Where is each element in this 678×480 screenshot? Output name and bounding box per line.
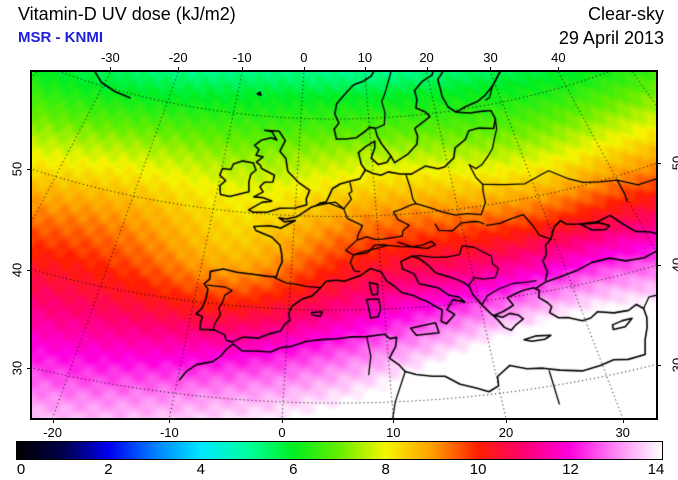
- colorbar-tick-label: 10: [469, 461, 487, 478]
- axis-tick-bottom: [52, 418, 54, 423]
- axis-tick-right: [656, 265, 661, 267]
- axis-label-top: -10: [232, 50, 252, 65]
- colorbar-tick-label: 14: [647, 461, 665, 478]
- colorbar-tick-label: 12: [562, 461, 579, 478]
- axis-tick-bottom: [169, 418, 171, 423]
- axis-tick-bottom: [393, 418, 395, 423]
- axis-tick-top: [426, 67, 428, 72]
- axis-label-bottom: 30: [615, 425, 630, 440]
- colorbar-tick-label: 8: [381, 461, 390, 478]
- axis-tick-right: [656, 163, 661, 165]
- axis-tick-top: [178, 67, 180, 72]
- colorbar-tick-label: 6: [289, 461, 298, 478]
- uv-dose-heatmap-canvas: [32, 72, 656, 418]
- axis-label-right: 50: [669, 156, 678, 171]
- map-plot-area: [30, 70, 658, 420]
- axis-label-bottom: -10: [159, 425, 179, 440]
- date-label: 29 April 2013: [558, 28, 664, 48]
- axis-tick-left: [27, 367, 32, 369]
- source-label: MSR - KNMI: [18, 29, 103, 46]
- colorbar: [16, 441, 663, 460]
- colorbar-tick-label: 2: [104, 461, 113, 478]
- axis-label-bottom: 0: [278, 425, 286, 440]
- axis-label-top: -20: [168, 50, 188, 65]
- axis-label-top: 40: [551, 50, 566, 65]
- axis-label-right: 30: [669, 357, 678, 372]
- axis-label-left: 30: [9, 360, 25, 376]
- axis-tick-left: [27, 269, 32, 271]
- axis-tick-top: [490, 67, 492, 72]
- axis-label-left: 40: [9, 262, 25, 278]
- axis-label-left: 50: [9, 162, 25, 177]
- axis-tick-top: [364, 67, 366, 72]
- axis-tick-bottom: [281, 418, 283, 423]
- colorbar-tick-label: 0: [16, 461, 26, 478]
- axis-label-bottom: 10: [386, 425, 401, 440]
- axis-label-top: -30: [100, 50, 120, 65]
- axis-label-bottom: -20: [43, 425, 63, 440]
- axis-tick-left: [27, 169, 32, 171]
- axis-tick-top: [558, 67, 560, 72]
- axis-tick-top: [242, 67, 244, 72]
- axis-tick-bottom: [505, 418, 507, 423]
- axis-label-bottom: 20: [498, 425, 514, 440]
- axis-label-top: 20: [419, 50, 434, 65]
- map-field: [32, 72, 656, 418]
- page-title: Vitamin-D UV dose (kJ/m2): [18, 4, 236, 24]
- axis-tick-right: [656, 364, 661, 366]
- colorbar-tick-label: 4: [196, 461, 206, 478]
- axis-label-right: 40: [669, 258, 678, 273]
- axis-tick-bottom: [622, 418, 624, 423]
- axis-label-top: 10: [357, 50, 373, 65]
- axis-tick-top: [110, 67, 112, 72]
- colorbar-gradient: [16, 441, 663, 460]
- condition-label: Clear-sky: [587, 4, 664, 24]
- axis-label-top: 30: [483, 50, 498, 65]
- axis-label-top: 0: [300, 50, 308, 65]
- axis-tick-top: [303, 67, 305, 72]
